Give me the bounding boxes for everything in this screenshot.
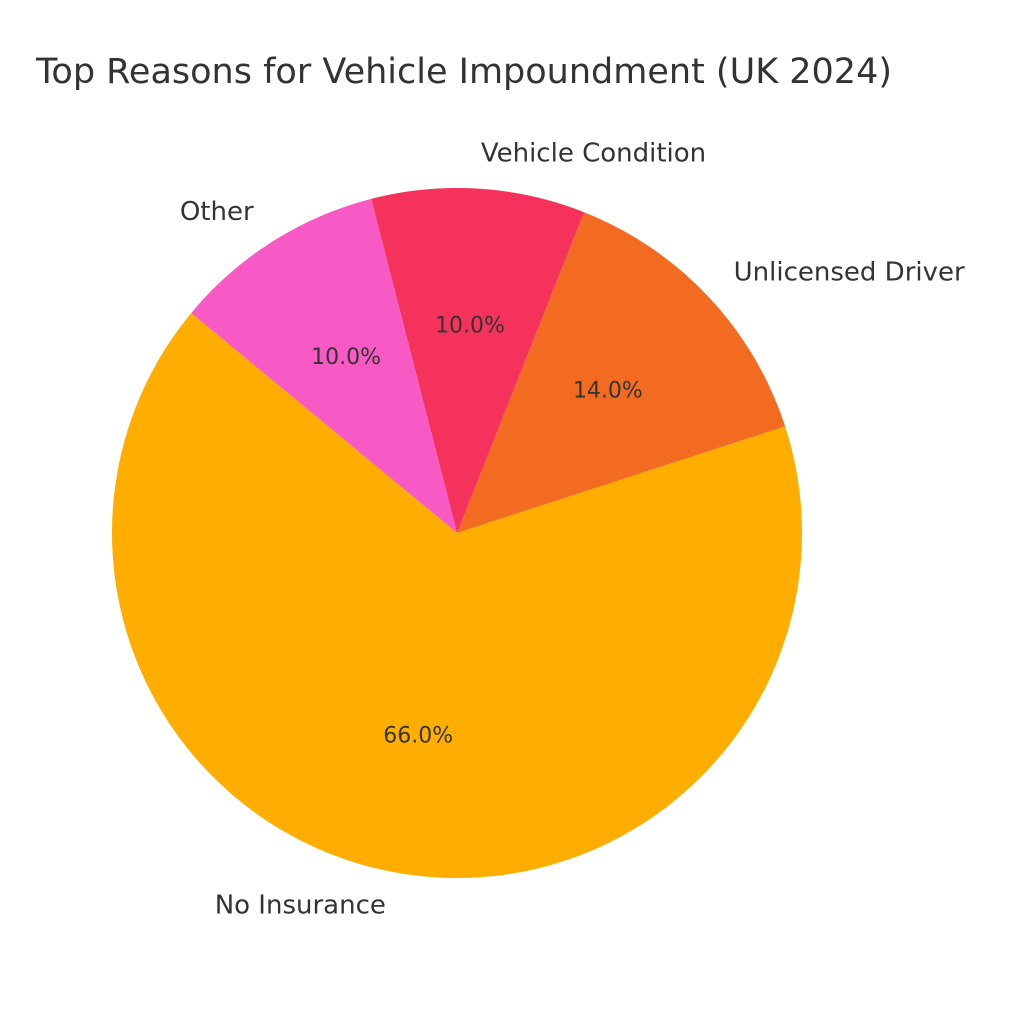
pie-labels: Unlicensed Driver 14.0% Vehicle Condition 1… — [180, 139, 965, 921]
pie-slice-no-insurance — [112, 313, 803, 878]
slice-label-vehicle-condition: Vehicle Condition — [481, 139, 706, 169]
chart-title: Top Reasons for Vehicle Impoundment (UK … — [35, 52, 892, 92]
pie-slice-other — [191, 198, 458, 533]
pie-slice-vehicle-condition — [371, 188, 585, 534]
slice-label-unlicensed-driver: Unlicensed Driver — [734, 258, 965, 288]
pie-slices — [112, 188, 803, 878]
slice-label-other: Other — [180, 197, 254, 227]
slice-label-no-insurance: No Insurance — [215, 890, 386, 920]
slice-percent-other: 10.0% — [311, 345, 381, 370]
pie-slice-unlicensed-driver — [457, 212, 786, 533]
slice-percent-no-insurance: 66.0% — [383, 723, 453, 748]
slice-percent-unlicensed-driver: 14.0% — [573, 378, 643, 403]
slice-percent-vehicle-condition: 10.0% — [435, 313, 505, 338]
